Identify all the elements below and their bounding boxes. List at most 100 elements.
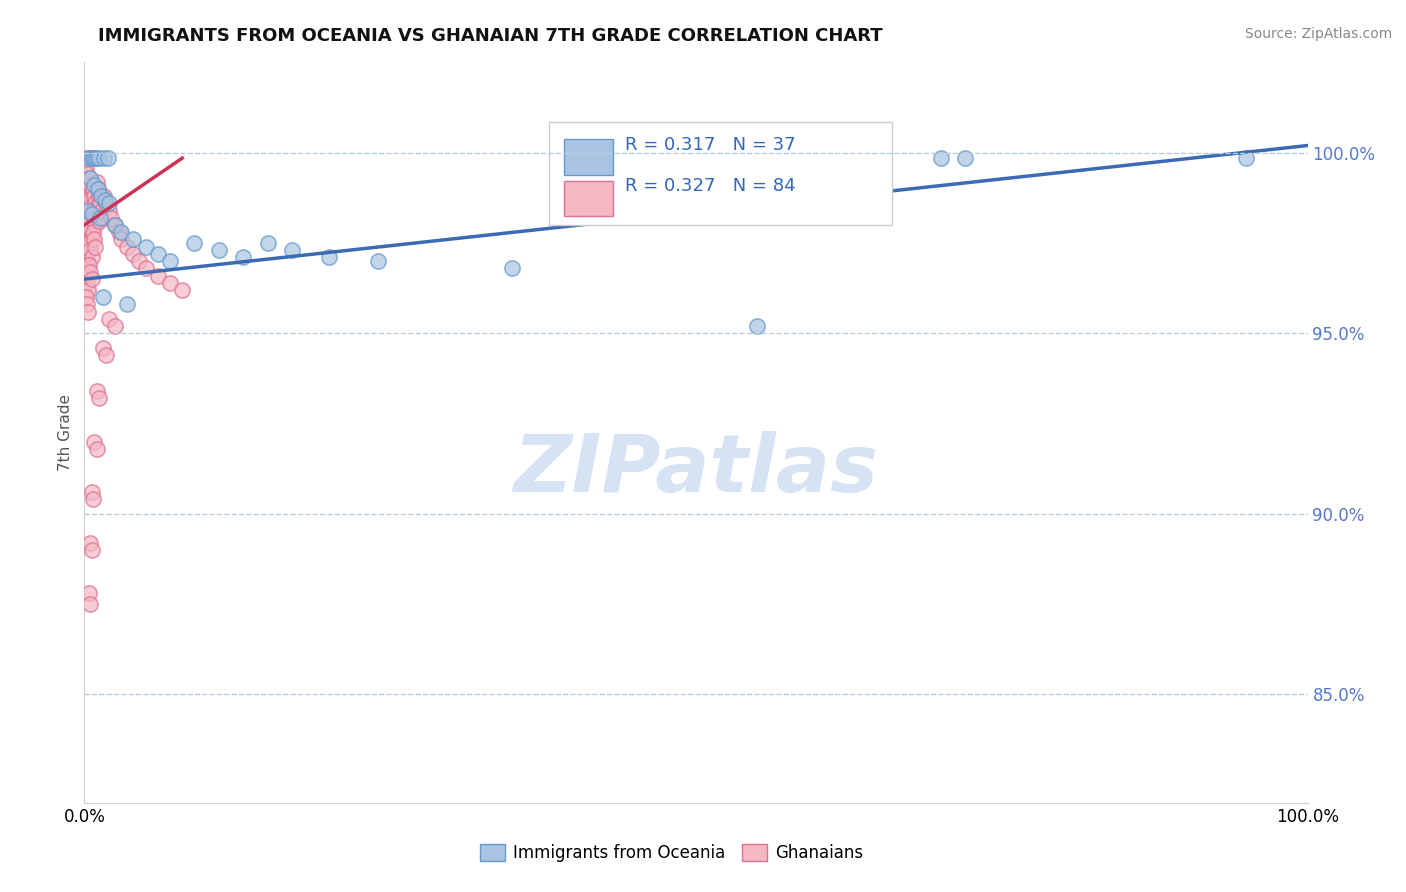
Point <box>77 261 100 276</box>
FancyBboxPatch shape <box>564 181 613 217</box>
Point <box>80 272 103 286</box>
Point <box>77 151 100 165</box>
Point <box>79 200 101 214</box>
Point <box>97 196 120 211</box>
Point <box>128 254 150 268</box>
Point <box>110 225 132 239</box>
Point <box>84 239 107 253</box>
Point <box>93 151 115 165</box>
Text: IMMIGRANTS FROM OCEANIA VS GHANAIAN 7TH GRADE CORRELATION CHART: IMMIGRANTS FROM OCEANIA VS GHANAIAN 7TH … <box>98 27 883 45</box>
Point <box>122 232 145 246</box>
Point <box>90 189 112 203</box>
Point <box>77 235 100 250</box>
Y-axis label: 7th Grade: 7th Grade <box>58 394 73 471</box>
Point <box>77 304 100 318</box>
Point <box>97 151 120 165</box>
Point <box>82 225 104 239</box>
Point <box>84 151 107 165</box>
Point <box>82 203 104 218</box>
Point <box>159 276 181 290</box>
Point <box>77 196 100 211</box>
Point <box>96 196 118 211</box>
Point <box>86 442 108 456</box>
Point <box>94 193 117 207</box>
Point <box>318 251 340 265</box>
Text: Source: ZipAtlas.com: Source: ZipAtlas.com <box>1244 27 1392 41</box>
Point <box>80 186 103 200</box>
Point <box>80 251 103 265</box>
Point <box>75 160 97 174</box>
Point <box>76 168 98 182</box>
Point <box>89 211 111 225</box>
Point <box>77 239 100 253</box>
Point <box>75 290 97 304</box>
Point <box>107 225 129 239</box>
Point <box>502 261 524 276</box>
Text: R = 0.327   N = 84: R = 0.327 N = 84 <box>626 178 796 195</box>
Point <box>115 239 138 253</box>
Point <box>75 247 97 261</box>
Point <box>80 485 103 500</box>
Point <box>172 283 194 297</box>
Point <box>77 151 100 165</box>
FancyBboxPatch shape <box>564 139 613 175</box>
Point <box>82 151 104 165</box>
Point <box>80 543 103 558</box>
Point <box>97 311 120 326</box>
Point <box>75 268 97 283</box>
Point <box>77 151 100 165</box>
Point <box>80 228 103 243</box>
Point <box>76 254 98 268</box>
Point <box>83 434 105 449</box>
Point <box>86 384 108 398</box>
Point <box>122 247 145 261</box>
Point <box>80 207 103 221</box>
Point <box>91 341 114 355</box>
Point <box>159 254 181 268</box>
Point <box>91 211 114 225</box>
Point <box>86 151 108 165</box>
Point <box>89 196 111 211</box>
Point <box>79 244 101 258</box>
Point <box>79 597 101 611</box>
Point <box>146 268 169 283</box>
Point <box>76 151 98 165</box>
Point <box>82 492 104 507</box>
Point <box>183 235 205 250</box>
Point <box>97 203 120 218</box>
Point <box>87 392 110 406</box>
Point <box>104 319 127 334</box>
Point <box>77 258 100 272</box>
Point <box>79 221 101 235</box>
Point <box>87 182 110 196</box>
Point <box>77 171 100 186</box>
Legend: Immigrants from Oceania, Ghanaians: Immigrants from Oceania, Ghanaians <box>472 837 870 869</box>
Point <box>104 218 127 232</box>
Point <box>79 171 101 186</box>
Point <box>93 189 115 203</box>
Point <box>135 239 157 253</box>
Point <box>77 586 100 600</box>
Point <box>747 319 769 334</box>
Point <box>104 218 127 232</box>
Point <box>75 203 97 218</box>
Point <box>83 211 105 225</box>
Point <box>86 175 108 189</box>
Point <box>83 189 105 203</box>
Point <box>76 211 98 225</box>
Point <box>77 193 100 207</box>
Point <box>83 232 105 246</box>
Point <box>82 182 104 196</box>
Point <box>83 178 105 193</box>
Point <box>87 182 110 196</box>
Point <box>79 265 101 279</box>
Point <box>77 203 100 218</box>
Point <box>76 189 98 203</box>
Point <box>100 211 122 225</box>
Point <box>77 175 100 189</box>
Point <box>135 261 157 276</box>
Point <box>232 251 254 265</box>
Point <box>929 151 952 165</box>
Point <box>76 276 98 290</box>
Point <box>77 214 100 228</box>
